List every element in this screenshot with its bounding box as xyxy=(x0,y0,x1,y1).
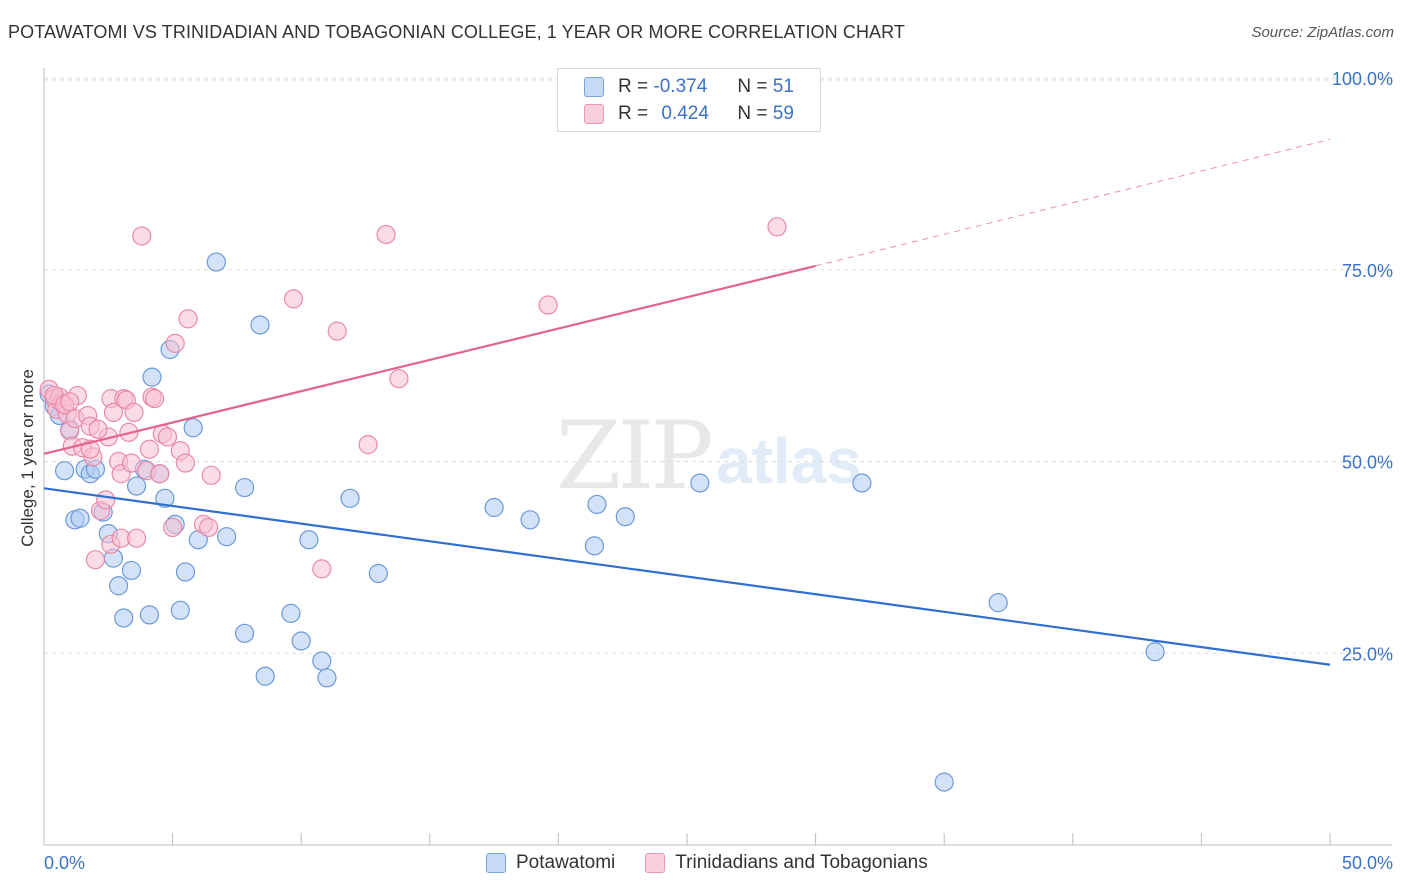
point-trinidadian xyxy=(199,517,219,538)
point-trinidadian xyxy=(96,490,116,510)
point-potawatomi xyxy=(170,600,190,620)
point-trinidadian xyxy=(389,369,409,389)
point-potawatomi xyxy=(520,510,540,530)
legend-r-value-1: -0.374 xyxy=(653,76,708,97)
point-potawatomi xyxy=(291,631,311,651)
point-trinidadian xyxy=(139,439,160,459)
point-potawatomi xyxy=(340,488,360,508)
source-label: Source: ZipAtlas.com xyxy=(1251,24,1394,41)
point-trinidadian xyxy=(124,402,144,423)
point-potawatomi xyxy=(235,623,255,643)
point-trinidadian xyxy=(327,321,347,341)
point-potawatomi xyxy=(175,562,196,582)
x-tick-label: 0.0% xyxy=(44,853,85,873)
point-potawatomi xyxy=(206,252,226,272)
point-trinidadian xyxy=(163,517,183,538)
y-tick-label: 75.0% xyxy=(1342,261,1393,281)
point-potawatomi xyxy=(235,477,255,498)
legend-n-value-2: 59 xyxy=(772,103,794,124)
point-potawatomi xyxy=(126,476,147,496)
legend-r-value-2: 0.424 xyxy=(661,103,709,124)
point-trinidadian xyxy=(121,453,142,473)
y-tick-label: 25.0% xyxy=(1342,644,1393,664)
point-trinidadian xyxy=(165,333,185,353)
point-potawatomi xyxy=(584,536,605,556)
point-trinidadian xyxy=(88,419,108,439)
point-trinidadian xyxy=(358,435,378,455)
point-potawatomi xyxy=(368,563,388,584)
point-trinidadian xyxy=(312,559,332,579)
y-tick-label: 50.0% xyxy=(1342,453,1393,473)
point-potawatomi xyxy=(114,608,134,628)
bottom-legend-item-potawatomi: Potawatomi xyxy=(486,852,615,874)
point-trinidadian xyxy=(126,528,147,548)
point-potawatomi xyxy=(312,651,332,671)
point-potawatomi xyxy=(1145,642,1165,662)
legend-n-value-1: 51 xyxy=(772,76,794,97)
point-trinidadian xyxy=(60,392,80,412)
point-potawatomi xyxy=(484,497,504,518)
legend-row-trinidadian: R = 0.424 N = 59 xyxy=(584,102,794,126)
bottom-legend-label-2: Trinidadians and Tobagonians xyxy=(675,852,928,873)
blue-swatch-icon xyxy=(584,77,604,97)
blue-swatch-icon xyxy=(486,853,506,873)
chart-title: POTAWATOMI VS TRINIDADIAN AND TOBAGONIAN… xyxy=(8,22,906,42)
point-trinidadian xyxy=(103,402,124,423)
point-trinidadian xyxy=(283,289,304,309)
legend-r-label-1: R = xyxy=(618,76,649,97)
correlation-legend: R = -0.374 N = 51 R = 0.424 N = 59 xyxy=(557,68,821,132)
bottom-legend: Potawatomi Trinidadians and Tobagonians xyxy=(486,852,958,874)
point-potawatomi xyxy=(255,666,275,686)
point-potawatomi xyxy=(121,560,142,581)
point-trinidadian xyxy=(144,389,165,409)
point-potawatomi xyxy=(299,530,319,550)
point-potawatomi xyxy=(142,367,162,387)
point-potawatomi xyxy=(988,593,1008,613)
point-trinidadian xyxy=(201,465,221,485)
point-trinidadian xyxy=(132,226,152,246)
y-axis-label: College, 1 year or more xyxy=(18,369,37,547)
watermark-zip: ZIP xyxy=(556,402,714,511)
point-potawatomi xyxy=(70,508,90,528)
point-trinidadian xyxy=(150,464,170,484)
legend-n-label-1: N = xyxy=(737,76,768,97)
point-potawatomi xyxy=(139,605,160,625)
x-tick-label: 50.0% xyxy=(1342,853,1393,873)
legend-row-potawatomi: R = -0.374 N = 51 xyxy=(584,75,794,99)
point-trinidadian xyxy=(376,224,396,245)
pink-swatch-icon xyxy=(645,853,666,873)
point-trinidadian xyxy=(85,550,106,570)
point-trinidadian xyxy=(157,427,178,447)
pink-swatch-icon xyxy=(584,104,604,124)
bottom-legend-label-1: Potawatomi xyxy=(516,852,616,873)
point-potawatomi xyxy=(54,461,75,481)
point-potawatomi xyxy=(587,494,607,515)
trendline-trinidadian xyxy=(43,264,816,455)
legend-r-label-2: R = xyxy=(618,103,649,124)
point-trinidadian xyxy=(767,217,787,237)
point-potawatomi xyxy=(108,576,129,596)
point-trinidadian xyxy=(175,453,196,473)
point-potawatomi xyxy=(155,488,175,508)
point-trinidadian xyxy=(178,309,198,329)
point-potawatomi xyxy=(317,668,337,688)
y-tick-label: 100.0% xyxy=(1332,69,1393,89)
point-potawatomi xyxy=(615,507,635,527)
point-potawatomi xyxy=(217,527,237,547)
point-potawatomi xyxy=(250,315,270,335)
point-potawatomi xyxy=(690,473,710,493)
trendline-extension-trinidadian xyxy=(815,138,1331,267)
point-potawatomi xyxy=(281,603,301,623)
point-trinidadian xyxy=(538,295,558,315)
trendline-potawatomi xyxy=(43,487,1331,666)
point-potawatomi xyxy=(852,473,872,493)
point-potawatomi xyxy=(183,418,203,438)
bottom-legend-item-trinidadian: Trinidadians and Tobagonians xyxy=(645,852,928,874)
point-potawatomi xyxy=(934,772,954,792)
legend-n-label-2: N = xyxy=(737,103,768,124)
